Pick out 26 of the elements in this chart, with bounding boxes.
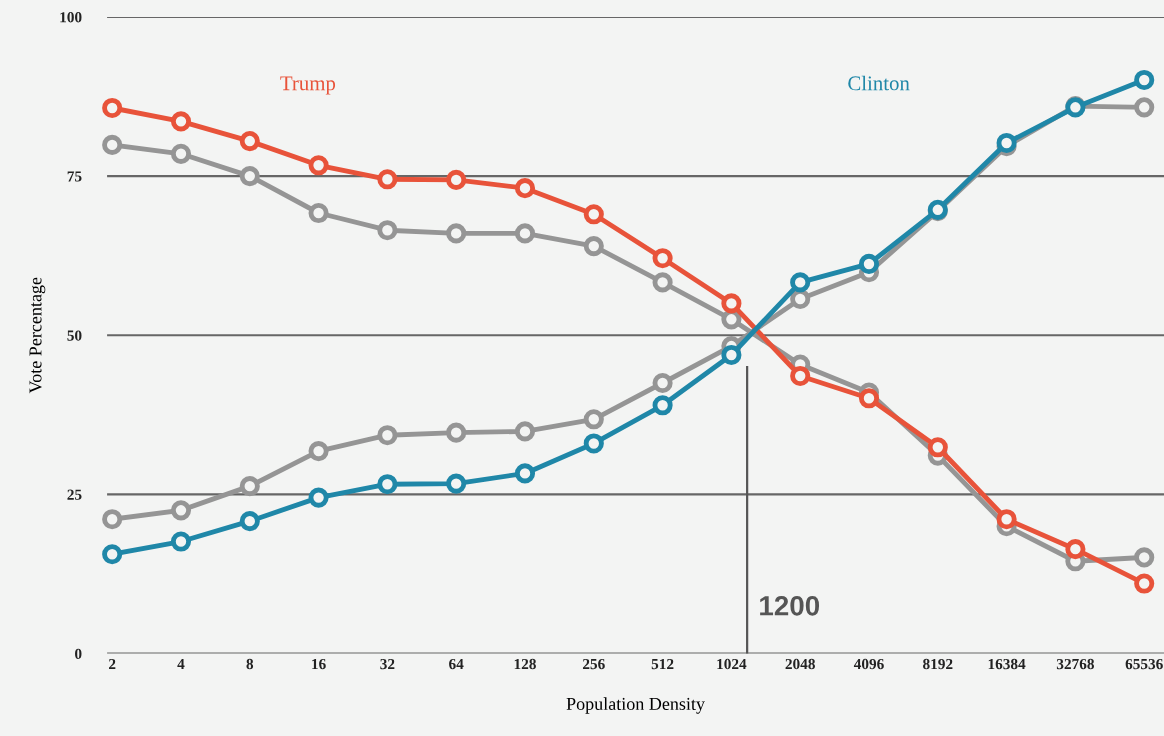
x-tick-label: 64 xyxy=(449,658,464,670)
text: Trump xyxy=(280,76,336,95)
x-tick-label: 8192 xyxy=(923,658,953,670)
x-tick-label: 32 xyxy=(380,658,395,670)
text: Clinton xyxy=(848,75,910,91)
y-tick-label: 75 xyxy=(67,171,82,182)
x-tick-label: 8 xyxy=(246,658,254,670)
x-tick-label: 32768 xyxy=(1056,658,1094,670)
x-tick-label: 16384 xyxy=(988,658,1026,670)
x-tick-label: 2048 xyxy=(785,658,815,670)
x-tick-label: 128 xyxy=(514,658,536,670)
x-tick-label: 4 xyxy=(177,658,185,670)
x-tick-label: 1024 xyxy=(717,658,747,670)
x-tick-label: 2 xyxy=(109,658,116,670)
x-tick-label: 256 xyxy=(582,658,605,670)
y-axis-title: Vote Percentage xyxy=(29,277,46,394)
x-tick-label: 4096 xyxy=(853,658,884,670)
y-tick-label: 100 xyxy=(60,12,82,23)
y-tick-label: 0 xyxy=(75,648,82,660)
x-tick-label: 16 xyxy=(312,658,326,670)
x-tick-label: 512 xyxy=(651,658,674,670)
y-tick-label: 25 xyxy=(67,489,82,500)
ref-line-label: 1200 xyxy=(760,595,820,616)
x-tick-label: 65536 xyxy=(1125,658,1163,670)
y-tick-label: 50 xyxy=(67,330,82,341)
x-axis-title: Population Density xyxy=(566,697,705,714)
